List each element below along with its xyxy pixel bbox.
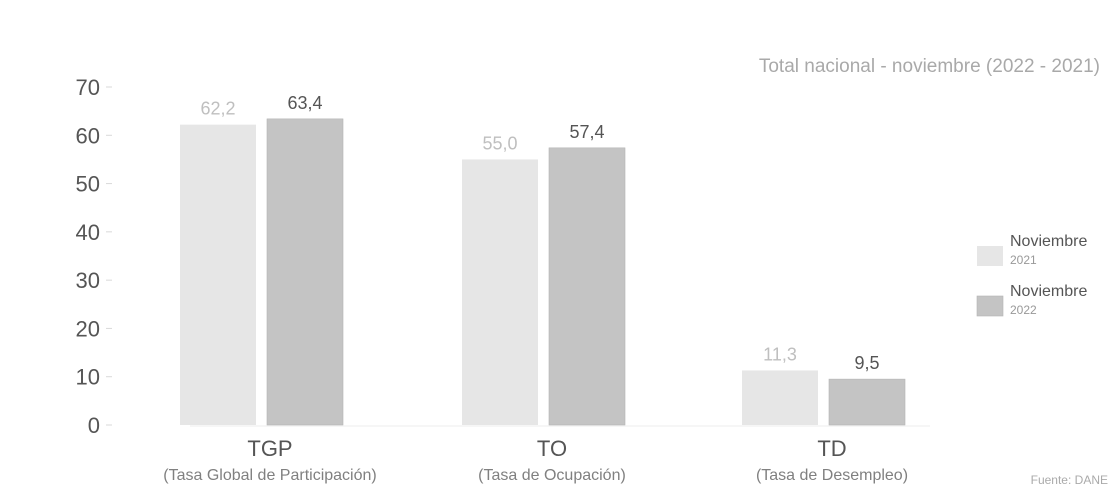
bar-to-2022 [548, 147, 626, 426]
y-tick-label: 0 [88, 413, 100, 438]
x-axis: TGP (Tasa Global de Participación) TO (Tasa… [163, 425, 930, 484]
category-label-to: TO [537, 436, 567, 461]
y-tick-label: 30 [76, 268, 100, 293]
data-label-to-2022: 57,4 [569, 122, 604, 142]
y-tick-label: 60 [76, 123, 100, 148]
category-label-tgp: TGP [247, 436, 292, 461]
y-tick-label: 10 [76, 365, 100, 390]
bars [180, 118, 906, 426]
y-axis: 0 10 20 30 40 50 60 70 [76, 75, 112, 438]
legend-swatch-2021 [977, 246, 1003, 266]
source-note: Fuente: DANE [1031, 473, 1108, 487]
bar-to-2021 [462, 159, 538, 425]
y-tick-label: 70 [76, 75, 100, 100]
data-label-tgp-2022: 63,4 [287, 93, 322, 113]
bar-tgp-2022 [266, 118, 344, 426]
data-label-td-2021: 11,3 [763, 344, 797, 364]
bar-tgp-2021 [180, 124, 256, 426]
legend-sublabel-2021: 2021 [1010, 253, 1037, 267]
legend: Noviembre 2021 Noviembre 2022 [976, 233, 1087, 317]
data-label-to-2021: 55,0 [482, 133, 517, 153]
category-description-to: (Tasa de Ocupación) [478, 467, 626, 484]
value-labels: 62,2 55,0 11,3 63,4 57,4 9,5 [200, 93, 879, 373]
title-group: Total nacional - noviembre (2022 - 2021) [759, 56, 1100, 77]
data-label-tgp-2021: 62,2 [200, 99, 235, 119]
bar-td-2021 [742, 370, 818, 425]
data-label-td-2022: 9,5 [854, 353, 879, 373]
category-description-td: (Tasa de Desempleo) [756, 467, 908, 484]
legend-label-2022: Noviembre [1010, 283, 1087, 300]
bar-td-2022 [828, 378, 906, 426]
legend-swatch-2022 [976, 295, 1004, 317]
legend-sublabel-2022: 2022 [1010, 303, 1037, 317]
category-description-tgp: (Tasa Global de Participación) [163, 467, 376, 484]
y-tick-label: 50 [76, 172, 100, 197]
category-label-td: TD [817, 436, 846, 461]
y-tick-label: 40 [76, 220, 100, 245]
legend-label-2021: Noviembre [1010, 233, 1087, 250]
chart-subtitle: Total nacional - noviembre (2022 - 2021) [759, 56, 1100, 77]
y-tick-label: 20 [76, 316, 100, 341]
